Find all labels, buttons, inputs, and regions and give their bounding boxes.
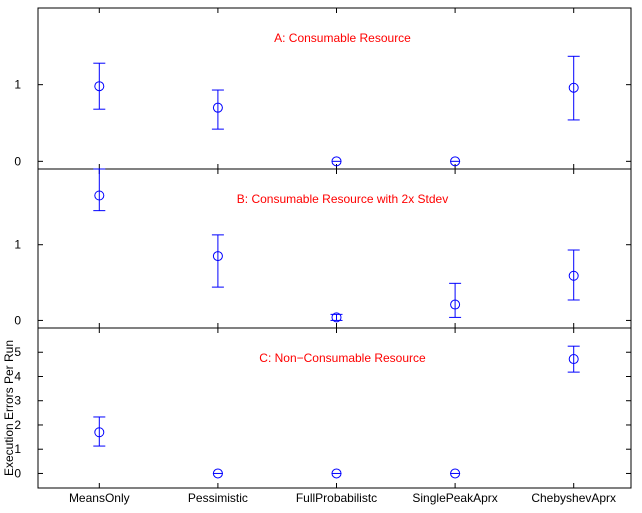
data-point [450,156,461,167]
data-point [331,156,342,167]
y-tick-label: 5 [14,345,21,359]
x-tick-label: Pessimistic [188,491,248,505]
panel-annotation: B: Consumable Resource with 2x Stdev [237,192,448,206]
data-point [331,468,342,479]
data-point [450,299,461,310]
x-tick-label: FullProbabilistc [296,491,377,505]
data-point [568,270,579,281]
data-point [94,427,105,438]
y-tick-label: 0 [14,313,21,327]
data-point [94,81,105,92]
data-point [94,190,105,201]
data-point [450,468,461,479]
x-tick-label: ChebyshevAprx [531,491,616,505]
y-tick-label: 1 [14,78,21,92]
y-tick-label: 4 [14,369,21,383]
y-axis-label: Execution Errors Per Run [2,340,16,476]
panel-annotation: A: Consumable Resource [274,31,411,45]
data-point [568,82,579,93]
data-point [212,102,223,113]
data-point [568,354,579,365]
y-tick-label: 1 [14,442,21,456]
data-point [212,468,223,479]
panel-annotation: C: Non−Consumable Resource [259,351,426,365]
x-tick-label: SinglePeakAprx [412,491,497,505]
panel-frame [37,327,632,489]
y-tick-label: 2 [14,418,21,432]
y-tick-label: 1 [14,238,21,252]
y-tick-label: 0 [14,154,21,168]
data-point [212,251,223,262]
x-tick-label: MeansOnly [69,491,130,505]
data-point [331,312,342,323]
y-tick-label: 0 [14,466,21,480]
y-tick-label: 3 [14,394,21,408]
